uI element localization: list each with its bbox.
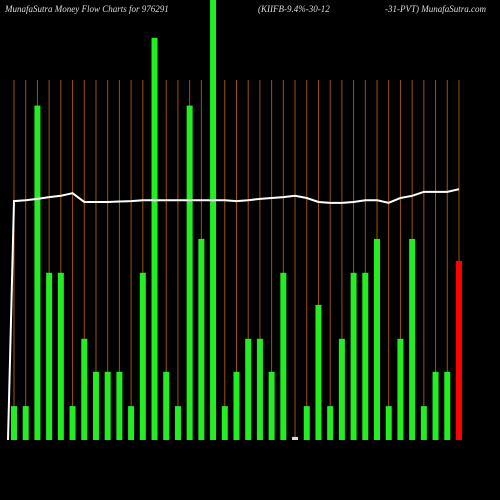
bar (362, 272, 369, 440)
bar (116, 371, 123, 440)
bar (338, 338, 345, 440)
bar (163, 371, 170, 440)
bar (139, 272, 146, 440)
bar (81, 338, 88, 440)
bar (186, 105, 193, 440)
bar (420, 406, 427, 440)
bar (432, 371, 439, 440)
bar (303, 406, 310, 440)
bar (174, 406, 181, 440)
bar (409, 238, 416, 440)
bar (69, 406, 76, 440)
bar (221, 406, 228, 440)
bar (327, 406, 334, 440)
bar (268, 371, 275, 440)
bar (455, 260, 462, 440)
bar (292, 436, 299, 440)
bar (374, 238, 381, 440)
bar (128, 406, 135, 440)
bar (315, 304, 322, 440)
bar (444, 371, 451, 440)
bar (210, 0, 217, 440)
bar (280, 272, 287, 440)
bar (34, 105, 41, 440)
chart-title: (KIIFB-9.4%-30-12 (258, 4, 330, 14)
bar (397, 338, 404, 440)
bar (256, 338, 263, 440)
bar (233, 371, 240, 440)
bar (46, 272, 53, 440)
bar (151, 37, 158, 441)
bar (57, 272, 64, 440)
bar (245, 338, 252, 440)
bar (385, 406, 392, 440)
bar (104, 371, 111, 440)
bar (92, 371, 99, 440)
bar (22, 406, 29, 440)
chart-title: MunafaSutra Money Flow Charts for 976291 (4, 4, 169, 14)
bar (11, 406, 17, 440)
bar (198, 238, 205, 440)
flow-line (7, 188, 460, 441)
chart-title: -31-PVT) MunafaSutra.com (385, 4, 486, 14)
bar (350, 272, 357, 440)
